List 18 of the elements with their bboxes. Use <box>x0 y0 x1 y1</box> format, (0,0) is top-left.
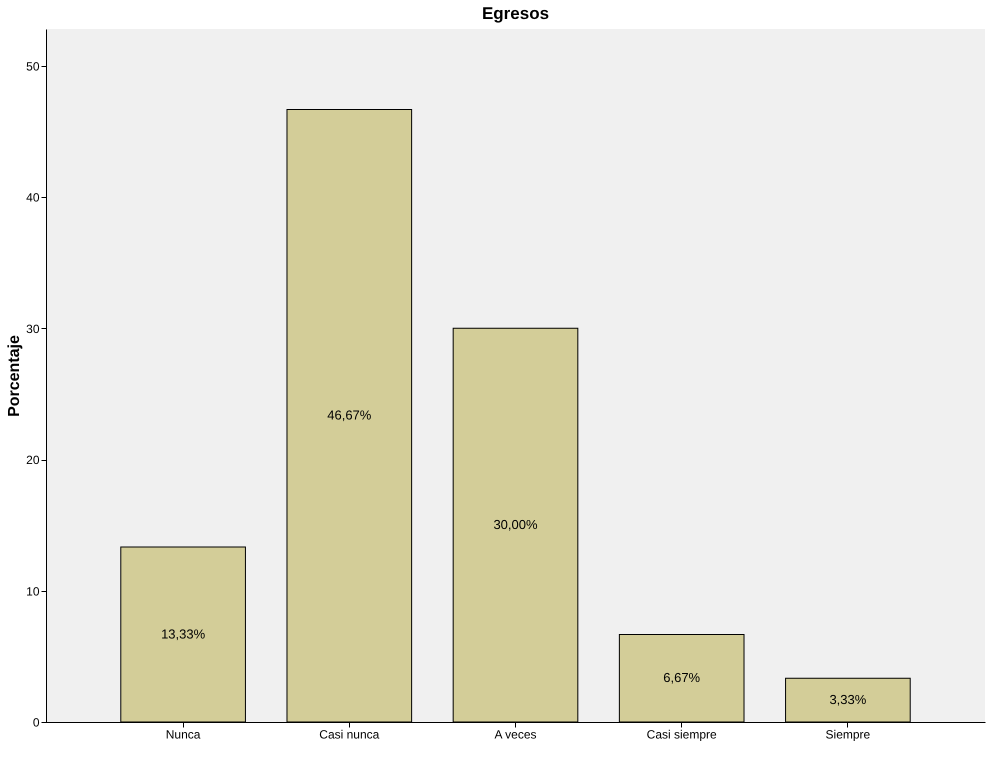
y-tick-label: 10 <box>26 584 40 598</box>
x-tick-label: A veces <box>494 728 537 742</box>
x-tick-label: Siempre <box>826 728 871 742</box>
data-label: 46,67% <box>327 408 372 423</box>
data-label: 6,67% <box>663 670 701 686</box>
data-label: 13,33% <box>161 626 206 642</box>
y-tick-label: 40 <box>26 190 40 204</box>
y-axis-title: Porcentaje <box>6 334 24 417</box>
x-tick-label: Nunca <box>166 728 201 742</box>
x-tick-label: Casi siempre <box>646 728 718 742</box>
y-tick-label: 0 <box>32 716 40 730</box>
data-label: 3,33% <box>829 692 867 708</box>
chart-title: Egresos <box>482 4 550 23</box>
y-tick-label: 20 <box>26 453 40 467</box>
x-tick-label: Casi nunca <box>319 728 380 742</box>
y-tick-label: 50 <box>26 59 40 74</box>
data-label: 30,00% <box>493 517 538 532</box>
y-tick-label: 30 <box>26 322 40 336</box>
